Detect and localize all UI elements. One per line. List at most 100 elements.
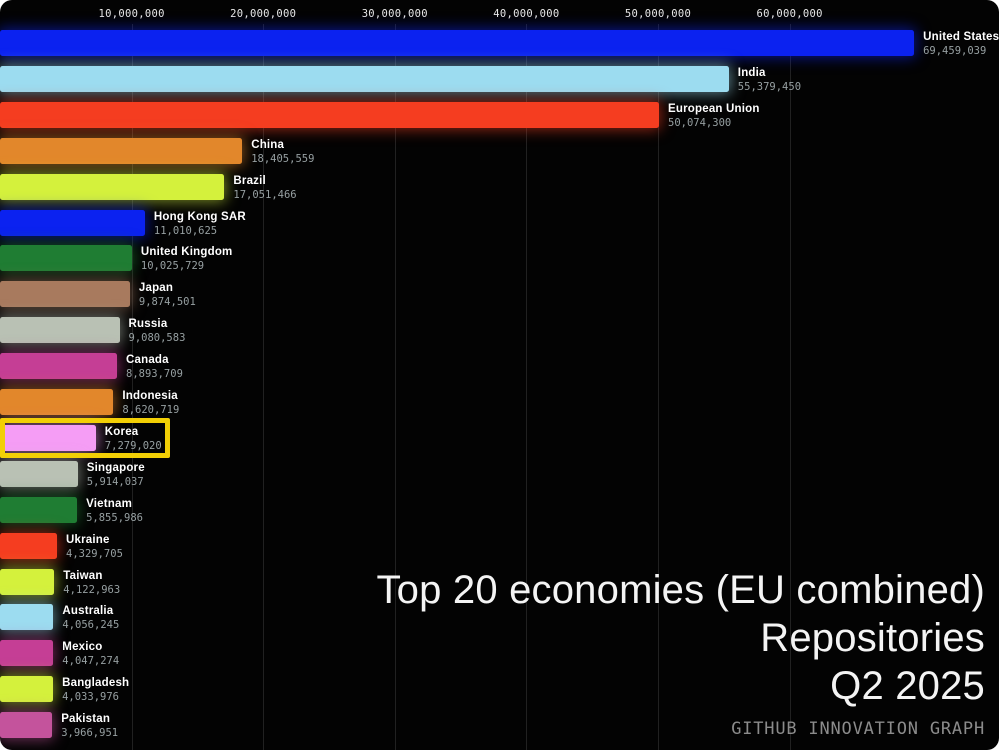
bar-row: Singapore 5,914,037 bbox=[0, 460, 999, 488]
bar-country-name: Hong Kong SAR bbox=[153, 210, 246, 223]
bar-australia bbox=[0, 604, 54, 631]
bar-value: 55,379,450 bbox=[737, 80, 802, 93]
bar-row: Russia 9,080,583 bbox=[0, 317, 999, 344]
bar-row: Canada 8,893,709 bbox=[0, 353, 999, 380]
bar-value: 5,855,986 bbox=[86, 511, 143, 524]
bar-label: European Union 50,074,300 bbox=[668, 103, 760, 129]
bar-row: Australia 4,056,245 bbox=[0, 604, 999, 631]
bar-row: United States 69,459,039 bbox=[0, 30, 999, 57]
bar-united-kingdom bbox=[0, 245, 132, 272]
bar-row: Pakistan 3,966,951 bbox=[0, 712, 999, 739]
gridline bbox=[789, 24, 791, 750]
bar-row: Hong Kong SAR 11,010,625 bbox=[0, 209, 999, 237]
bar-value: 4,122,963 bbox=[63, 583, 121, 596]
bar-mexico bbox=[0, 640, 54, 667]
bar-label: Japan 9,874,501 bbox=[139, 282, 196, 308]
chart-subtitle: Repositories bbox=[760, 616, 985, 660]
bar-value: 4,056,245 bbox=[62, 619, 120, 632]
bar-label: Bangladesh 4,033,976 bbox=[62, 677, 129, 703]
bar-value: 10,025,729 bbox=[140, 260, 205, 273]
bar-value: 5,914,037 bbox=[86, 475, 144, 488]
bar-label: India 55,379,450 bbox=[738, 67, 801, 93]
bar-hong-kong-sar bbox=[0, 209, 145, 236]
chart-title-block: Top 20 economies (EU combined) Repositor… bbox=[376, 566, 985, 710]
bar-label: Taiwan 4,122,963 bbox=[63, 570, 120, 596]
bar-country-name: Vietnam bbox=[86, 497, 133, 510]
bar-united-states bbox=[0, 30, 915, 56]
bar-country-name: China bbox=[251, 138, 285, 151]
bar-country-name: Indonesia bbox=[122, 390, 178, 402]
bar-label: Canada 8,893,709 bbox=[126, 354, 183, 380]
bar-row: China 18,405,559 bbox=[0, 137, 999, 165]
x-axis-tick-label: 50,000,000 bbox=[624, 8, 692, 20]
bar-brazil bbox=[0, 173, 225, 200]
gridline bbox=[526, 24, 528, 750]
chart-period: Q2 2025 bbox=[830, 664, 985, 708]
bar-label: Indonesia 8,620,719 bbox=[122, 390, 179, 416]
bar-label: Ukraine 4,329,705 bbox=[66, 534, 123, 560]
bar-bangladesh bbox=[0, 676, 54, 703]
bar-country-name: India bbox=[737, 66, 766, 79]
bar-row: Brazil 17,051,466 bbox=[0, 173, 999, 201]
bar-row: Vietnam 5,855,986 bbox=[0, 496, 999, 524]
bar-row: India 55,379,450 bbox=[0, 65, 999, 93]
bar-country-name: Russia bbox=[128, 318, 168, 331]
bar-country-name: Brazil bbox=[233, 174, 266, 187]
bar-label: Hong Kong SAR 11,010,625 bbox=[154, 211, 246, 237]
bar-country-name: Korea bbox=[104, 425, 139, 438]
bar-korea bbox=[0, 424, 96, 451]
bar-label: Brazil 17,051,466 bbox=[233, 175, 296, 201]
bar-value: 69,459,039 bbox=[923, 45, 987, 57]
x-axis-tick-label: 30,000,000 bbox=[361, 8, 428, 20]
bar-label: Russia 9,080,583 bbox=[129, 318, 186, 344]
bar-label: Australia 4,056,245 bbox=[62, 605, 119, 631]
x-axis-tick-label: 20,000,000 bbox=[230, 8, 297, 20]
bar-country-name: Pakistan bbox=[61, 713, 111, 726]
bar-country-name: European Union bbox=[668, 102, 760, 115]
bar-vietnam bbox=[0, 496, 78, 523]
bar-country-name: Singapore bbox=[86, 461, 145, 474]
bar-value: 3,966,951 bbox=[61, 727, 119, 740]
gridline bbox=[658, 24, 659, 750]
bar-label: Korea 7,279,020 bbox=[105, 426, 162, 452]
bar-country-name: Bangladesh bbox=[62, 677, 130, 690]
x-axis-tick-label: 10,000,000 bbox=[98, 8, 165, 20]
bar-taiwan bbox=[0, 568, 55, 595]
bar-european-union bbox=[0, 101, 659, 128]
bar-row: Bangladesh 4,033,976 bbox=[0, 676, 999, 703]
bar-value: 4,033,976 bbox=[62, 691, 119, 704]
bar-label: Vietnam 5,855,986 bbox=[86, 498, 143, 524]
bar-ukraine bbox=[0, 532, 57, 559]
bar-country-name: Taiwan bbox=[63, 569, 103, 582]
bar-value: 11,010,625 bbox=[153, 224, 218, 237]
bar-indonesia bbox=[0, 389, 114, 415]
bar-country-name: Japan bbox=[138, 282, 174, 295]
highlight-box bbox=[0, 417, 170, 458]
bar-value: 9,080,583 bbox=[128, 332, 186, 345]
bar-label: United Kingdom 10,025,729 bbox=[141, 246, 233, 272]
bar-label: Pakistan 3,966,951 bbox=[61, 713, 118, 739]
chart-title: Top 20 economies (EU combined) bbox=[376, 568, 985, 612]
bar-country-name: United Kingdom bbox=[140, 246, 233, 259]
bar-value: 8,620,719 bbox=[122, 404, 180, 416]
bar-value: 50,074,300 bbox=[668, 116, 732, 129]
x-axis-tick-label: 40,000,000 bbox=[493, 8, 560, 20]
bar-row: Korea 7,279,020 bbox=[0, 424, 999, 452]
gridline bbox=[131, 24, 133, 750]
gridline bbox=[263, 24, 265, 750]
bar-country-name: Ukraine bbox=[66, 533, 110, 546]
bar-pakistan bbox=[0, 712, 53, 739]
bar-label: Singapore 5,914,037 bbox=[87, 462, 145, 488]
bar-label: United States 69,459,039 bbox=[923, 31, 999, 57]
bar-row: Indonesia 8,620,719 bbox=[0, 389, 999, 416]
bar-value: 4,329,705 bbox=[66, 547, 123, 560]
bar-row: Mexico 4,047,274 bbox=[0, 640, 999, 667]
bar-label: Mexico 4,047,274 bbox=[62, 641, 119, 667]
bar-value: 8,893,709 bbox=[126, 368, 183, 381]
bar-value: 18,405,559 bbox=[251, 152, 315, 165]
bar-canada bbox=[0, 353, 117, 380]
bar-russia bbox=[0, 317, 120, 344]
bar-country-name: Mexico bbox=[62, 641, 103, 654]
source-label: GITHUB INNOVATION GRAPH bbox=[731, 719, 985, 739]
